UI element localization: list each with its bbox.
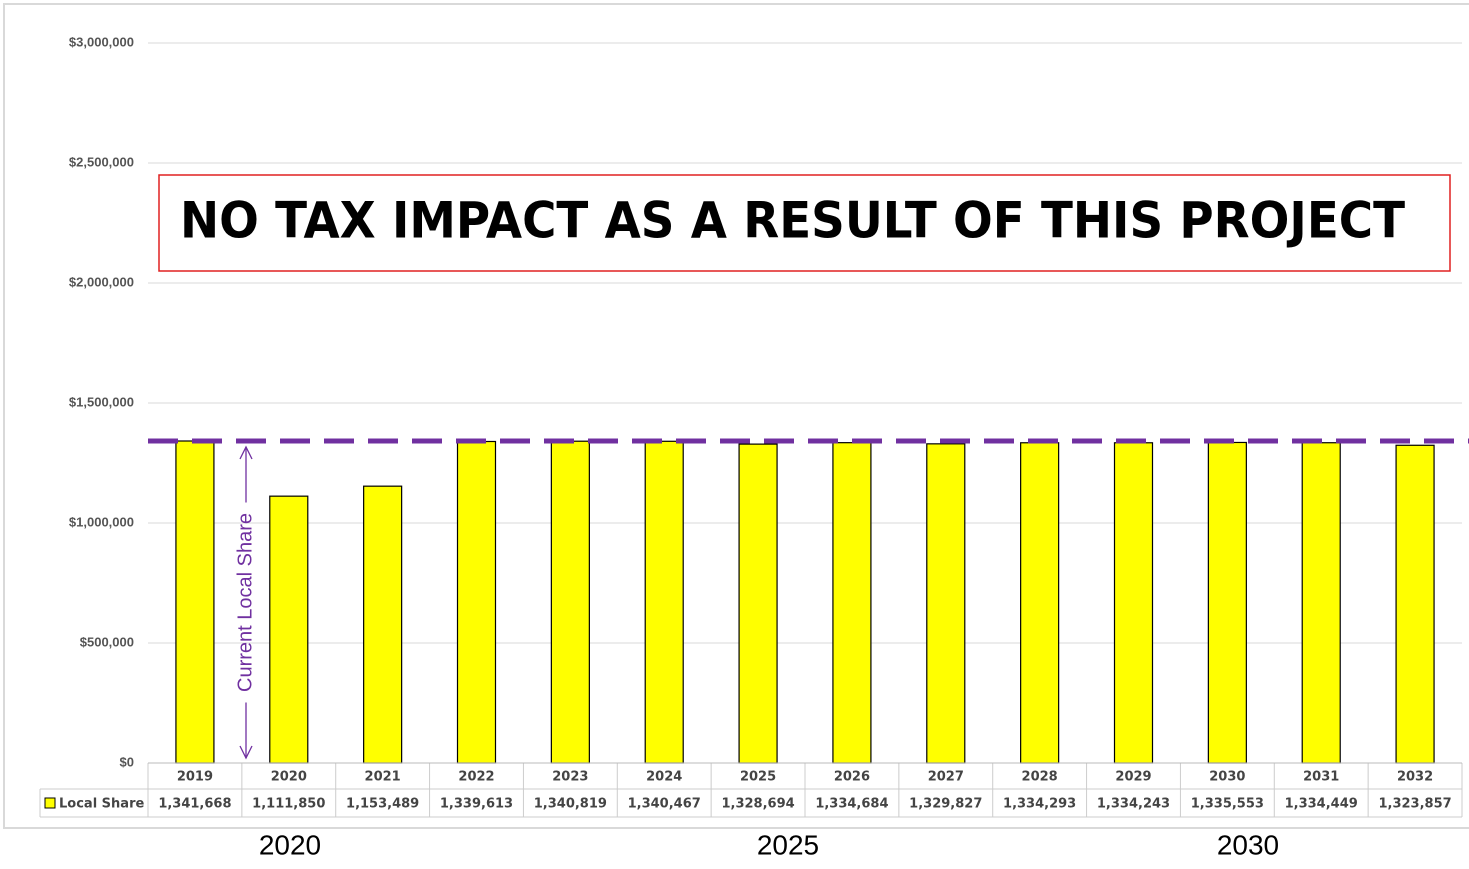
x-tick-label: 2026 (834, 770, 870, 785)
bar (1207, 441, 1247, 764)
x-tick-label: 2021 (365, 770, 401, 785)
table-value: 1,341,668 (158, 797, 231, 812)
y-tick-label: $500,000 (80, 634, 134, 649)
annotation: NO TAX IMPACT AS A RESULT OF THIS PROJEC… (180, 192, 1405, 250)
legend-label: Local Share (59, 797, 144, 812)
bar (1301, 442, 1341, 764)
table-value: 1,334,449 (1285, 797, 1358, 812)
footer-label: 2020 (259, 829, 321, 860)
table-value: 1,153,489 (346, 797, 419, 812)
bar (738, 443, 778, 764)
legend-swatch (44, 797, 56, 809)
arrow-head (239, 745, 253, 760)
table-value: 1,111,850 (252, 797, 325, 812)
x-tick-label: 2024 (646, 770, 682, 785)
arrow-head (239, 445, 253, 460)
y-tick-label: $2,000,000 (69, 274, 134, 289)
table-value: 1,323,857 (1378, 797, 1451, 812)
table-value: 1,340,819 (534, 797, 607, 812)
y-tick-label: $3,000,000 (69, 34, 134, 49)
bar (926, 443, 966, 764)
footer-label: 2030 (1217, 829, 1279, 860)
x-tick-label: 2020 (271, 770, 307, 785)
footer-label: 2025 (757, 829, 819, 860)
table-value: 1,329,827 (909, 797, 982, 812)
y-tick-label: $1,500,000 (69, 394, 134, 409)
annotation-box (158, 174, 1451, 272)
x-tick-label: 2032 (1397, 770, 1433, 785)
bar (456, 440, 497, 764)
x-tick-label: 2027 (928, 770, 964, 785)
table-value: 1,334,243 (1097, 797, 1170, 812)
bar (1020, 442, 1060, 764)
x-tick-label: 2019 (177, 770, 213, 785)
y-tick-label: $0 (120, 754, 134, 769)
bar (1395, 444, 1435, 764)
table-value: 1,339,613 (440, 797, 513, 812)
x-tick-label: 2029 (1115, 770, 1151, 785)
x-tick-label: 2030 (1209, 770, 1245, 785)
x-tick-label: 2025 (740, 770, 776, 785)
table-value: 1,335,553 (1191, 797, 1264, 812)
table-value: 1,334,684 (815, 797, 888, 812)
bar (550, 440, 590, 764)
y-tick-label: $1,000,000 (69, 514, 134, 529)
x-tick-label: 2023 (552, 770, 588, 785)
table-value: 1,328,694 (721, 797, 794, 812)
x-tick-label: 2031 (1303, 770, 1339, 785)
bar (832, 442, 872, 764)
x-tick-label: 2028 (1022, 770, 1058, 785)
table-value: 1,340,467 (628, 797, 701, 812)
bar (175, 440, 215, 764)
bar (1113, 442, 1154, 764)
y-tick-label: $2,500,000 (69, 154, 134, 169)
table-value: 1,334,293 (1003, 797, 1076, 812)
bar (269, 495, 309, 764)
bar (644, 440, 684, 764)
x-tick-label: 2022 (458, 770, 494, 785)
reference-label: Current Local Share (234, 513, 256, 692)
chart-frame (3, 3, 1469, 829)
bar (363, 485, 403, 764)
